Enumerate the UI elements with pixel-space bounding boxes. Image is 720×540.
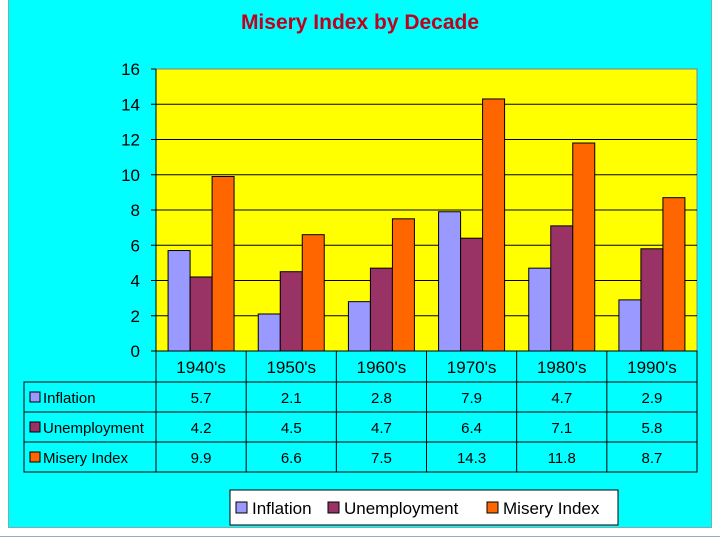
x-category-label: 1960's xyxy=(357,358,407,377)
data-label: 14.3 xyxy=(457,450,486,467)
bar-misery-index xyxy=(301,234,325,352)
bar-misery-index xyxy=(391,218,415,352)
legend-entry: Unemployment xyxy=(344,499,459,518)
bar-unemployment xyxy=(369,267,393,352)
bar-inflation xyxy=(167,250,191,352)
bar-inflation xyxy=(618,299,642,352)
bar-unemployment xyxy=(640,248,664,352)
y-tick-label: 8 xyxy=(131,201,140,220)
bar-unemployment xyxy=(460,237,484,352)
legend-swatch xyxy=(327,501,340,514)
bar-misery-index xyxy=(482,98,506,352)
table-legend-key xyxy=(29,421,41,433)
data-label: 9.9 xyxy=(191,450,212,467)
data-label: 7.9 xyxy=(461,390,482,407)
table-series-label: Inflation xyxy=(43,390,96,407)
data-label: 6.4 xyxy=(461,420,482,437)
grid-lines xyxy=(155,68,698,352)
bar-unemployment xyxy=(550,225,574,352)
table-series-label: Unemployment xyxy=(43,420,145,437)
y-tick-label: 2 xyxy=(131,307,140,326)
bar-unemployment xyxy=(189,276,213,352)
legend-entry: Misery Index xyxy=(503,499,600,518)
table-legend-key xyxy=(29,451,41,463)
data-label: 5.8 xyxy=(641,420,662,437)
bar-inflation xyxy=(257,313,281,352)
data-label: 4.5 xyxy=(281,420,302,437)
data-label: 11.8 xyxy=(548,450,576,467)
y-tick-label: 6 xyxy=(131,236,140,255)
x-category-label: 1980's xyxy=(537,358,587,377)
x-category-label: 1970's xyxy=(447,358,497,377)
legend-swatch xyxy=(235,501,248,514)
axes: 0 2 4 6 8 10 12 14 16 xyxy=(121,60,157,361)
y-tick-label: 12 xyxy=(121,131,140,150)
data-label: 6.6 xyxy=(281,450,302,467)
bar-misery-index xyxy=(572,142,596,352)
data-label: 4.7 xyxy=(551,390,572,407)
data-label: 2.8 xyxy=(371,390,392,407)
legend: Inflation Unemployment Misery Index xyxy=(229,489,619,526)
bar-inflation xyxy=(438,211,462,352)
bar-misery-index xyxy=(662,197,686,352)
y-tick-label: 16 xyxy=(121,60,140,79)
bar-unemployment xyxy=(279,271,303,352)
data-label: 2.1 xyxy=(281,390,302,407)
data-label: 4.7 xyxy=(371,420,392,437)
legend-swatch xyxy=(486,501,499,514)
bars xyxy=(167,98,686,352)
table-legend-key xyxy=(29,391,41,403)
data-label: 7.5 xyxy=(371,450,392,467)
table-series-label: Misery Index xyxy=(43,450,129,467)
data-label: 2.9 xyxy=(641,390,662,407)
data-label: 4.2 xyxy=(191,420,212,437)
bar-inflation xyxy=(528,267,552,352)
y-tick-label: 14 xyxy=(121,95,140,114)
bar-misery-index xyxy=(211,176,235,352)
legend-entry: Inflation xyxy=(252,499,312,518)
bar-inflation xyxy=(347,301,371,352)
y-tick-label: 0 xyxy=(131,342,140,361)
data-label: 7.1 xyxy=(551,420,572,437)
x-category-label: 1950's xyxy=(266,358,316,377)
data-label: 8.7 xyxy=(641,450,662,467)
data-label: 5.7 xyxy=(191,390,212,407)
x-category-label: 1990's xyxy=(627,358,677,377)
bottom-divider xyxy=(0,536,720,537)
y-tick-label: 4 xyxy=(131,272,140,291)
x-category-label: 1940's xyxy=(176,358,226,377)
data-table: 1940's 1950's 1960's 1970's 1980's 1990's Infl… xyxy=(23,350,698,473)
chart-title: Misery Index by Decade xyxy=(241,11,479,34)
legend-box xyxy=(229,489,619,526)
y-tick-label: 10 xyxy=(121,166,140,185)
